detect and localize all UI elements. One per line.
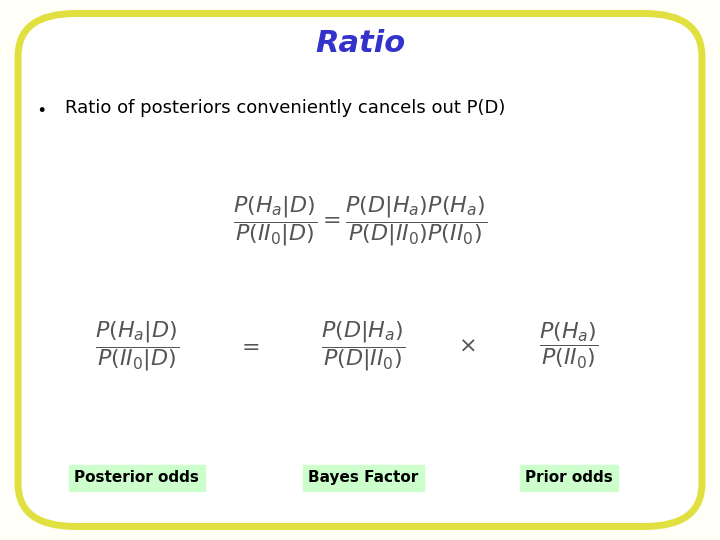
Text: $\times$: $\times$: [458, 335, 475, 356]
Text: Posterior odds: Posterior odds: [74, 470, 199, 485]
Text: $\bullet$: $\bullet$: [36, 99, 45, 117]
Text: Prior odds: Prior odds: [525, 470, 613, 485]
Text: Ratio of posteriors conveniently cancels out P(D): Ratio of posteriors conveniently cancels…: [65, 99, 505, 117]
Text: $\dfrac{P(H_a|D)}{P(\mathit{II}_0|D)}$: $\dfrac{P(H_a|D)}{P(\mathit{II}_0|D)}$: [94, 319, 179, 373]
Text: $\dfrac{P(H_a|D)}{P(\mathit{II}_0|D)} = \dfrac{P(D|H_a)P(H_a)}{P(D|\mathit{II}_0: $\dfrac{P(H_a|D)}{P(\mathit{II}_0|D)} = …: [233, 194, 487, 248]
Text: $\dfrac{P(H_a)}{P(\mathit{II}_0)}$: $\dfrac{P(H_a)}{P(\mathit{II}_0)}$: [539, 321, 598, 370]
Text: $=$: $=$: [237, 335, 260, 356]
Text: Bayes Factor: Bayes Factor: [308, 470, 419, 485]
Text: $\dfrac{P(D|H_a)}{P(D|\mathit{II}_0)}$: $\dfrac{P(D|H_a)}{P(D|\mathit{II}_0)}$: [321, 319, 406, 373]
Text: Ratio: Ratio: [315, 29, 405, 58]
